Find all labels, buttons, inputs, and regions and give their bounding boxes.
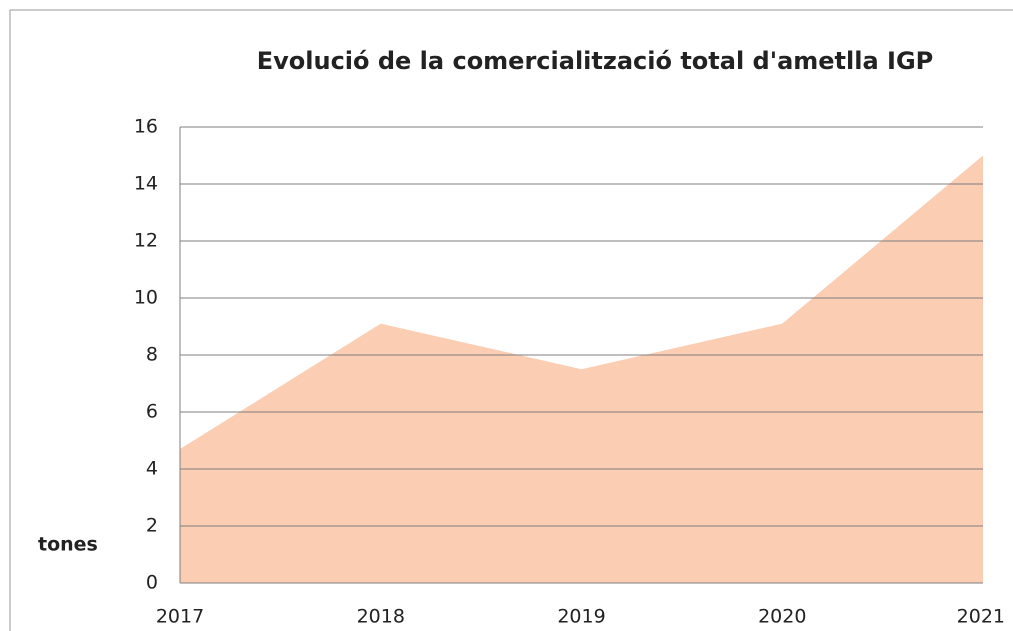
y-tick-label: 12 [134,230,158,252]
chart-title: Evolució de la comercialització total d'… [257,47,934,75]
x-tick-label: 2019 [557,606,605,628]
y-tick-label: 14 [134,173,158,195]
x-tick-label: 2021 [957,606,1005,628]
y-tick-label: 6 [146,401,158,423]
y-tick-label: 0 [146,572,158,594]
x-tick-label: 2018 [357,606,405,628]
y-axis-label: tones [38,534,98,556]
y-tick-label: 4 [146,458,158,480]
y-tick-label: 16 [134,116,158,138]
y-tick-label: 10 [134,287,158,309]
x-tick-label: 2020 [758,606,806,628]
y-tick-label: 8 [146,344,158,366]
x-tick-label: 2017 [156,606,204,628]
area [180,155,983,583]
y-tick-label: 2 [146,515,158,537]
chart-frame [9,9,1013,631]
